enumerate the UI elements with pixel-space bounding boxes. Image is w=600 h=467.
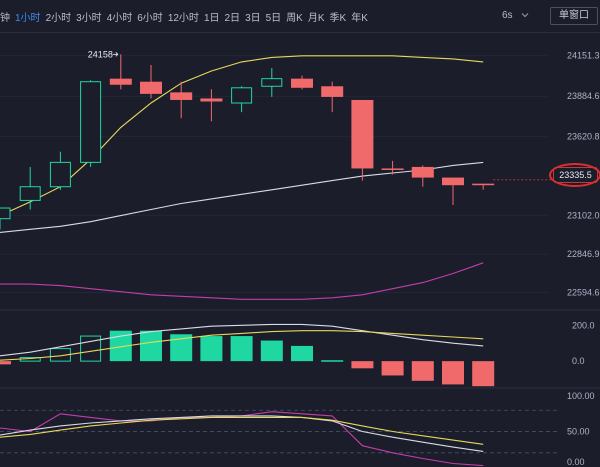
timeframe-tab[interactable]: 2小时 [45, 12, 72, 24]
ma-fast-line [0, 55, 484, 217]
oscillator-tick-label: 50.00 [567, 427, 590, 437]
candle-body [0, 207, 11, 220]
price-tick-label: 24151.3 [567, 51, 600, 61]
candle-body [140, 81, 162, 94]
price-tick-label: 23620.8 [567, 131, 600, 141]
timeframe-tab[interactable]: 3日 [245, 12, 261, 24]
chevron-down-icon[interactable] [521, 11, 529, 19]
candle-body [80, 81, 102, 163]
macd-bar [80, 335, 102, 362]
timeframe-tab[interactable]: 5日 [265, 12, 282, 24]
timeframe-tab[interactable]: 6小时 [137, 12, 163, 24]
macd-bar [351, 361, 374, 369]
timeframe-tab[interactable]: 月K [307, 12, 325, 24]
macd-bar [0, 361, 11, 365]
macd-bar [411, 361, 434, 381]
oscillator-tick-label: 100.00 [567, 391, 595, 401]
candle-body [442, 177, 464, 186]
candle-body [291, 78, 313, 88]
macd-bar [230, 336, 253, 362]
max-price-label: 24158 [88, 49, 113, 59]
timeframe-toolbar: 钟 1小时 2小时 3小时 4小时 6小时 12小时 1日 2日 3日 5日 周K 月K 季K 年K 6s … [0, 0, 600, 33]
candle-body [19, 186, 41, 201]
timeframe-tab[interactable]: 3小时 [76, 12, 102, 24]
oscillator-tick-label: 0.00 [567, 457, 585, 467]
ma-slow-line [0, 161, 484, 233]
oscillator-k-line [0, 415, 484, 452]
macd-bar [260, 340, 283, 362]
candle-body [381, 168, 404, 170]
macd-bar [140, 330, 162, 362]
band-line [0, 262, 484, 300]
timeframe-tab[interactable]: 4小时 [106, 12, 133, 24]
candle-body [321, 86, 344, 97]
refresh-interval[interactable]: 6s [502, 10, 513, 21]
macd-signal-line [0, 330, 484, 361]
timeframe-tab[interactable]: 周K [286, 12, 303, 24]
macd-bar [200, 336, 223, 362]
single-window-button[interactable]: 单窗口 [550, 7, 598, 25]
macd-bar [291, 345, 313, 362]
candle-body [411, 166, 434, 178]
candle-body [109, 78, 132, 85]
oscillator-d-line [0, 416, 484, 445]
macd-tick-label: 200.0 [572, 320, 595, 330]
macd-bar [109, 330, 132, 362]
price-tick-label: 22846.9 [567, 249, 600, 259]
timeframe-tab[interactable]: 年K [351, 12, 368, 24]
candle-body [200, 98, 223, 102]
macd-bar [170, 334, 193, 362]
timeframe-tab[interactable]: 钟 [0, 12, 10, 24]
candlestick-chart[interactable]: 24151.3 23884.6 23620.8 23102.0 22846.9 22594… [0, 33, 600, 467]
timeframe-tab[interactable]: 1小时 [15, 12, 41, 24]
oscillator-j-line [0, 411, 484, 467]
price-tick-label: 22594.6 [567, 288, 600, 298]
price-tick-label: 23102.0 [567, 210, 600, 220]
macd-bar [472, 361, 495, 387]
candle-body [170, 92, 193, 100]
macd-bar [442, 361, 464, 385]
macd-bar [49, 348, 71, 362]
price-tick-label: 23884.6 [567, 91, 600, 101]
timeframe-tab[interactable]: 2日 [224, 12, 241, 24]
candle-body [49, 161, 71, 188]
macd-line [0, 323, 484, 357]
timeframe-tab[interactable]: 12小时 [167, 12, 199, 24]
timeframe-tab[interactable]: 1日 [203, 12, 220, 24]
candle-body [261, 78, 283, 87]
timeframe-tab[interactable]: 季K [329, 12, 347, 24]
candle-body [472, 183, 495, 186]
collapse-arrow-icon [112, 52, 119, 57]
macd-tick-label: 0.0 [572, 356, 585, 366]
timeframe-tabs: 钟 1小时 2小时 3小时 4小时 6小时 12小时 1日 2日 3日 5日 周K 月K 季K 年K [0, 7, 373, 25]
candle-body [351, 99, 374, 169]
macd-bar [321, 360, 344, 362]
price-highlight-ring [549, 163, 600, 187]
candle-body [231, 87, 253, 104]
macd-bar [381, 361, 404, 376]
